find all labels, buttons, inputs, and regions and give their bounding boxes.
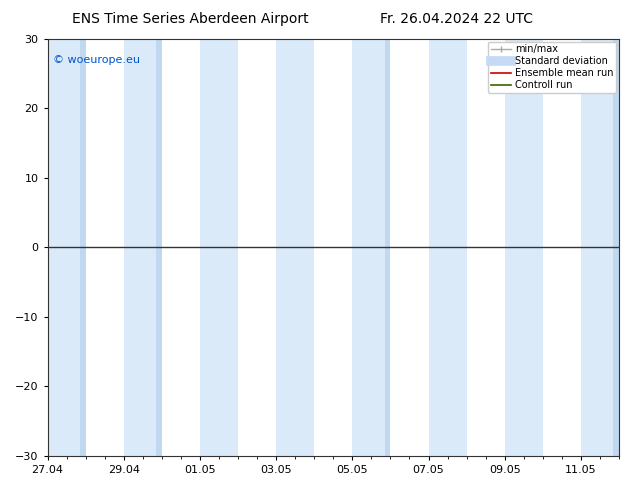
Text: ENS Time Series Aberdeen Airport: ENS Time Series Aberdeen Airport	[72, 12, 309, 26]
Text: Fr. 26.04.2024 22 UTC: Fr. 26.04.2024 22 UTC	[380, 12, 533, 26]
Bar	[353, 39, 391, 456]
Bar	[200, 39, 238, 456]
Legend: min/max, Standard deviation, Ensemble mean run, Controll run: min/max, Standard deviation, Ensemble me…	[488, 42, 616, 93]
Bar	[505, 39, 543, 456]
Bar	[276, 39, 314, 456]
Bar	[385, 39, 391, 456]
Text: © woeurope.eu: © woeurope.eu	[53, 55, 140, 65]
Bar	[124, 39, 162, 456]
Bar	[48, 39, 86, 456]
Bar	[156, 39, 162, 456]
Bar	[613, 39, 619, 456]
Bar	[80, 39, 86, 456]
Bar	[581, 39, 619, 456]
Bar	[429, 39, 467, 456]
